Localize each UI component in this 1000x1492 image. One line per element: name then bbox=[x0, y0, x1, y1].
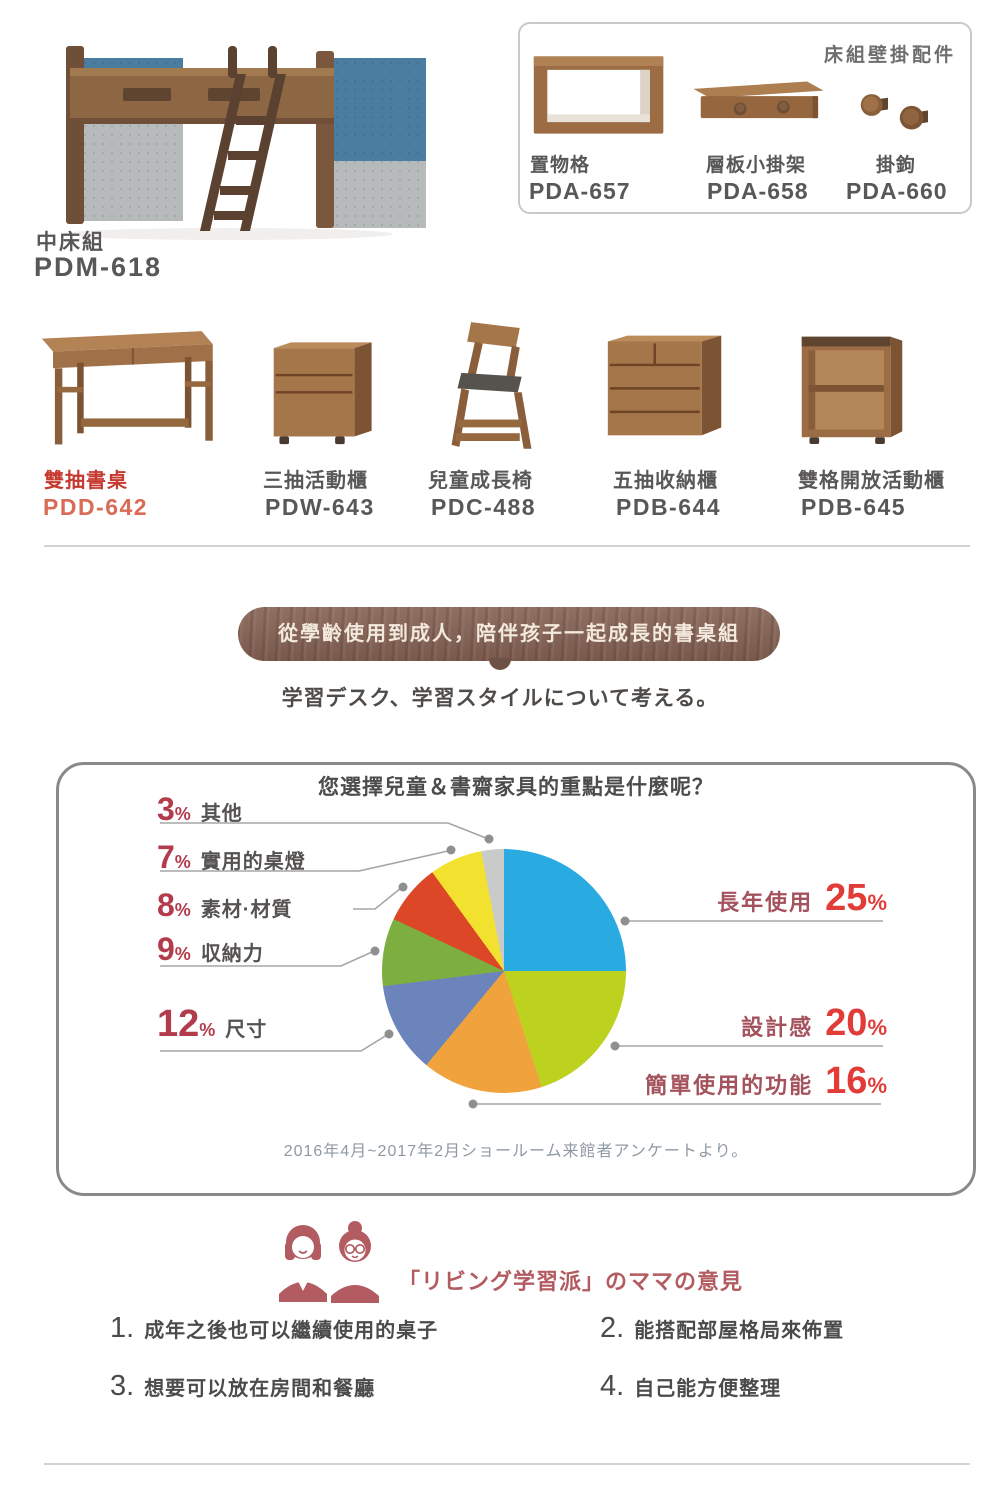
open-shelf-cabinet-image bbox=[801, 336, 903, 444]
pie-label-size: 12% 尺寸 bbox=[157, 1003, 268, 1045]
pie-value: 25 bbox=[825, 877, 868, 919]
section-divider bbox=[44, 545, 970, 547]
accessory-name: 置物格 bbox=[530, 155, 591, 176]
product-name: 兒童成長椅 bbox=[428, 470, 533, 492]
opinion-item: 1. 成年之後也可以繼續使用的桌子 bbox=[110, 1312, 439, 1344]
pie-label-storage: 9% 収納力 bbox=[157, 931, 264, 967]
product-name: 雙格開放活動櫃 bbox=[798, 470, 945, 492]
pie-label-material: 8% 素材·材質 bbox=[157, 887, 293, 923]
product-code: PDD-642 bbox=[43, 494, 149, 520]
subtitle: 学習デスク、学習スタイルについて考える。 bbox=[281, 687, 719, 710]
survey-chart-box: 您選擇兒童＆書齋家具的重點是什麼呢？ bbox=[56, 762, 976, 1196]
accessories-title: 床組壁掛配件 bbox=[823, 45, 956, 66]
product-code: PDC-488 bbox=[431, 494, 537, 520]
accessory-code: PDA-660 bbox=[846, 178, 948, 204]
opinion-item: 3. 想要可以放在房間和餐廳 bbox=[110, 1370, 376, 1402]
product-name: 雙抽書桌 bbox=[44, 470, 128, 492]
pie-label-long-use: 長年使用 25% bbox=[717, 877, 887, 919]
chart-title: 您選擇兒童＆書齋家具的重點是什麼呢？ bbox=[318, 776, 714, 799]
moms-icon bbox=[279, 1221, 379, 1303]
opinion-item: 4. 自己能方便整理 bbox=[600, 1370, 782, 1402]
three-drawer-cabinet-image bbox=[273, 342, 372, 445]
pie-label-design: 設計感 20% bbox=[741, 1002, 887, 1044]
pie-value: 16 bbox=[825, 1060, 868, 1102]
pie-value: 12 bbox=[157, 1003, 200, 1045]
bottom-divider bbox=[44, 1463, 970, 1465]
ribbon-tail bbox=[489, 658, 511, 670]
pie-value: 3 bbox=[157, 791, 175, 827]
bed-name: 中床組 bbox=[36, 231, 105, 254]
pie-value: 8 bbox=[157, 887, 175, 923]
pie-label-other: 3% 其他 bbox=[157, 791, 243, 827]
accessory-name: 掛鉤 bbox=[876, 155, 917, 176]
pie-value: 9 bbox=[157, 931, 175, 967]
accessory-name: 層板小掛架 bbox=[706, 155, 807, 176]
pie-value: 7 bbox=[157, 839, 175, 875]
pie-label-desk-lamp: 7% 實用的桌燈 bbox=[157, 839, 306, 875]
product-code: PDB-644 bbox=[616, 494, 722, 520]
desk-image bbox=[41, 331, 213, 445]
opinion-item: 2. 能搭配部屋格局來佈置 bbox=[600, 1312, 845, 1344]
storage-cube-image bbox=[533, 56, 664, 134]
pie-label-easy-function: 簡單使用的功能 16% bbox=[645, 1060, 887, 1102]
opinions-heading: 「リビング学習派」のママの意見 bbox=[398, 1269, 744, 1294]
headline-ribbon: 從學齡使用到成人，陪伴孩子一起成長的書桌組 bbox=[238, 607, 780, 661]
accessory-code: PDA-658 bbox=[707, 178, 809, 204]
shelf-hook-rack-image bbox=[693, 81, 824, 119]
bed-code: PDM-618 bbox=[34, 252, 163, 282]
loft-bed-image bbox=[63, 46, 426, 240]
accessory-code: PDA-657 bbox=[529, 178, 631, 204]
kids-chair-image bbox=[451, 322, 532, 449]
wall-hooks-image bbox=[860, 94, 928, 130]
chart-source-note: 2016年4月~2017年2月ショールーム来館者アンケートより。 bbox=[283, 1143, 749, 1160]
product-code: PDW-643 bbox=[265, 494, 375, 520]
pie bbox=[382, 849, 626, 1093]
product-name: 五抽收納櫃 bbox=[613, 470, 718, 492]
product-name: 三抽活動櫃 bbox=[263, 470, 368, 492]
five-drawer-chest-image bbox=[607, 335, 722, 436]
product-code: PDB-645 bbox=[801, 494, 907, 520]
pie-value: 20 bbox=[825, 1002, 868, 1044]
